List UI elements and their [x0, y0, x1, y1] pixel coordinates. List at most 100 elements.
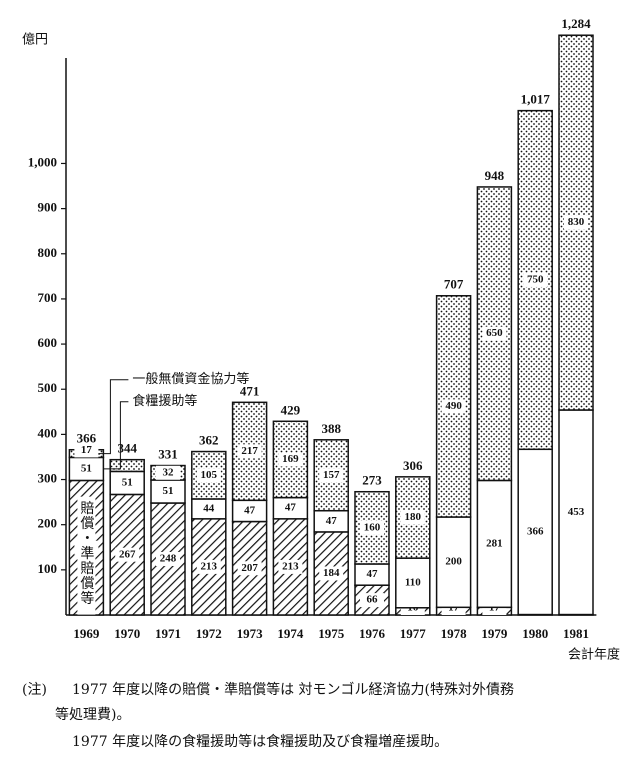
- x-tick-label: 1977: [400, 626, 427, 641]
- label-box: [196, 501, 221, 516]
- label-box: [360, 520, 384, 535]
- data-label: 157: [323, 469, 340, 481]
- label-box: [319, 468, 344, 483]
- note: 1977 年度以降の賠償・準賠償等は 対モンゴル経済協力(特殊対外債務: [72, 681, 514, 698]
- total-label: 429: [281, 402, 301, 417]
- x-tick-label: 1969: [73, 626, 100, 641]
- data-label: 160: [364, 521, 381, 533]
- data-label: 47: [244, 504, 256, 516]
- callout-line: [103, 401, 129, 470]
- note: (注): [22, 682, 47, 698]
- label-box: [196, 559, 221, 574]
- x-axis-title: 会計年度: [568, 647, 620, 663]
- label-box: [441, 555, 466, 570]
- label-box: [156, 484, 180, 499]
- data-label: 207: [241, 562, 258, 574]
- label-box: [360, 567, 384, 582]
- label-box: [441, 399, 466, 414]
- total-label: 388: [321, 421, 341, 436]
- label-box: [115, 547, 140, 562]
- label-box: [196, 468, 221, 483]
- label-box: [523, 524, 548, 539]
- y-tick-label: 200: [38, 516, 58, 531]
- label-box: [564, 505, 588, 520]
- data-label: 17: [81, 444, 93, 456]
- data-label: 180: [405, 511, 422, 523]
- data-label: 366: [527, 525, 544, 537]
- total-label: 331: [158, 447, 178, 462]
- total-label: 707: [444, 277, 464, 292]
- label-box: [115, 475, 140, 490]
- data-label: 51: [122, 476, 133, 488]
- label-box: [74, 461, 99, 476]
- data-label: 650: [486, 327, 503, 339]
- x-tick-label: 1980: [522, 626, 548, 641]
- bar-segment: [109, 458, 145, 473]
- x-tick-label: 1975: [318, 626, 345, 641]
- label-box: [523, 272, 548, 287]
- label-box: [482, 326, 507, 341]
- data-label: 217: [241, 445, 258, 457]
- total-label: 344: [117, 441, 137, 456]
- data-label: 47: [326, 515, 338, 527]
- y-tick-label: 600: [38, 335, 58, 350]
- label-box: [400, 510, 425, 525]
- data-label: 267: [119, 548, 136, 560]
- label-box: [360, 593, 384, 608]
- callout-line: [98, 379, 129, 455]
- y-unit-label: 億円: [22, 32, 48, 48]
- y-tick-label: 100: [38, 561, 58, 576]
- x-tick-label: 1970: [114, 626, 140, 641]
- legend-label: 一般無償資金協力等: [132, 371, 249, 387]
- total-label: 306: [403, 458, 423, 473]
- data-label: 200: [445, 556, 462, 568]
- y-tick-label: 900: [38, 200, 58, 215]
- data-label: 110: [405, 576, 421, 588]
- total-label: 1,017: [521, 92, 551, 107]
- data-label: 453: [568, 506, 585, 518]
- note: 等処理費)。: [55, 706, 130, 723]
- data-label: 213: [201, 560, 218, 572]
- data-label: 248: [160, 553, 177, 565]
- data-label: 51: [163, 485, 174, 497]
- legend-label: 食糧援助等: [132, 393, 197, 409]
- label-box: [319, 566, 344, 581]
- total-label: 362: [199, 433, 219, 448]
- legend-label: 賠償・準賠償等: [78, 501, 94, 606]
- y-tick-label: 1,000: [28, 154, 57, 169]
- data-label: 213: [282, 560, 299, 572]
- data-label: 750: [527, 273, 544, 285]
- label-box: [156, 552, 180, 567]
- label-box: [278, 559, 303, 574]
- y-tick-label: 400: [38, 425, 58, 440]
- label-box: [400, 575, 425, 590]
- y-tick-label: 500: [38, 380, 58, 395]
- data-label: 32: [163, 466, 175, 478]
- data-label: 66: [367, 594, 379, 606]
- data-label: 47: [285, 502, 297, 514]
- label-box: [237, 561, 262, 576]
- total-label: 366: [77, 431, 97, 446]
- x-tick-label: 1979: [481, 626, 508, 641]
- total-label: 1,284: [561, 16, 591, 31]
- data-label: 105: [201, 469, 218, 481]
- data-label: 51: [81, 462, 92, 474]
- data-label: 184: [323, 567, 340, 579]
- x-tick-label: 1972: [196, 626, 222, 641]
- x-tick-label: 1974: [277, 626, 304, 641]
- label-box: [156, 465, 180, 480]
- label-box: [564, 215, 588, 230]
- data-label: 830: [568, 216, 585, 228]
- data-label: 281: [486, 537, 503, 549]
- label-box: [237, 503, 262, 518]
- label-box: [319, 514, 344, 529]
- data-label: 44: [203, 502, 215, 514]
- label-box: [77, 496, 96, 615]
- label-box: [482, 536, 507, 551]
- data-label: 169: [282, 453, 299, 465]
- x-tick-label: 1978: [441, 626, 468, 641]
- data-label: 47: [367, 568, 379, 580]
- total-label: 273: [362, 473, 382, 488]
- total-label: 471: [240, 383, 260, 398]
